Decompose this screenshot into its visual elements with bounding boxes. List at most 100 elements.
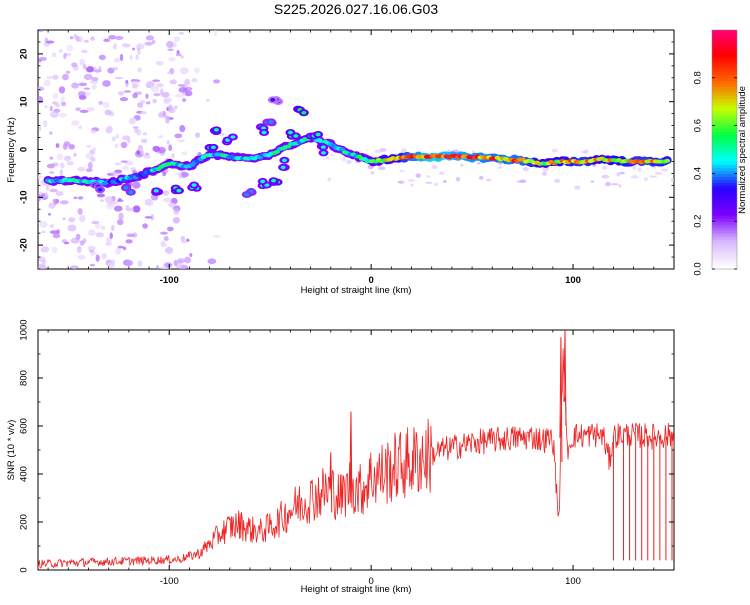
colorbar-segment — [712, 176, 737, 180]
noise-speck — [431, 165, 438, 170]
noise-speck — [41, 230, 46, 234]
noise-speck — [163, 190, 170, 196]
track-core — [281, 158, 287, 163]
noise-speck — [125, 239, 133, 244]
noise-speck — [542, 166, 549, 172]
noise-speck — [601, 174, 610, 179]
noise-speck — [85, 168, 93, 172]
track-core — [287, 130, 293, 135]
track-core — [261, 130, 267, 135]
noise-speck — [43, 79, 51, 87]
colorbar-segment — [712, 86, 737, 91]
noise-speck — [610, 183, 619, 186]
noise-speck — [40, 246, 50, 253]
colorbar-segment — [712, 65, 737, 70]
colorbar-segment — [712, 263, 737, 267]
noise-speck — [128, 117, 137, 125]
colorbar-segment — [712, 53, 737, 58]
snr-spike — [563, 330, 567, 427]
colorbar-segment — [712, 95, 737, 100]
noise-speck — [177, 258, 186, 264]
noise-speck — [114, 35, 124, 41]
noise-speck — [113, 205, 123, 212]
noise-speck — [175, 53, 182, 57]
noise-speck — [131, 47, 136, 51]
noise-speck — [551, 148, 558, 153]
track-core — [153, 189, 159, 193]
noise-speck — [207, 258, 217, 265]
colorbar-segment — [712, 251, 737, 255]
track-core — [128, 190, 134, 194]
noise-speck — [172, 216, 180, 224]
noise-speck — [96, 193, 106, 198]
noise-speck — [165, 116, 170, 124]
noise-speck — [79, 36, 83, 43]
noise-speck — [149, 199, 154, 207]
noise-speck — [205, 98, 210, 102]
track-core — [271, 178, 277, 183]
track-core — [97, 187, 103, 192]
noise-speck — [179, 67, 189, 75]
colorbar-segment — [712, 164, 737, 168]
noise-speck — [90, 36, 95, 41]
colorbar-segment — [712, 35, 737, 40]
noise-speck — [164, 246, 174, 254]
track-core — [293, 134, 299, 138]
colorbar-segment — [712, 242, 737, 246]
snr-x-tick-label: 100 — [565, 576, 581, 587]
noise-speck — [49, 105, 53, 112]
colorbar-segment — [712, 44, 737, 49]
noise-speck — [399, 169, 406, 172]
noise-speck — [79, 240, 85, 246]
track-core — [123, 186, 129, 190]
noise-speck — [51, 246, 58, 253]
noise-speck — [115, 248, 122, 255]
noise-speck — [119, 97, 129, 102]
noise-speck — [132, 232, 138, 238]
noise-speck — [108, 35, 116, 40]
colorbar-segment — [712, 257, 737, 261]
noise-speck — [122, 165, 129, 171]
noise-speck — [49, 171, 55, 175]
snr-frame — [37, 329, 675, 571]
noise-speck — [95, 223, 101, 230]
noise-speck — [77, 166, 86, 172]
noise-speck — [655, 171, 663, 175]
noise-speck — [38, 59, 42, 63]
noise-speck — [178, 87, 188, 93]
noise-speck — [442, 179, 447, 183]
spectrogram-y-tick-label: 10 — [19, 96, 30, 107]
noise-speck — [144, 216, 153, 219]
noise-speck — [68, 143, 76, 150]
colorbar-segment — [712, 170, 737, 174]
noise-speck — [145, 35, 154, 41]
colorbar-segment — [712, 47, 737, 52]
noise-speck — [194, 132, 201, 138]
spectrogram-x-tick-label: 100 — [565, 275, 581, 286]
noise-speck — [156, 83, 164, 88]
colorbar-tick-label: 0.0 — [693, 262, 704, 275]
noise-speck — [180, 265, 189, 269]
noise-speck — [78, 125, 82, 130]
noise-speck — [102, 80, 111, 87]
noise-speck — [167, 48, 174, 51]
noise-speck — [62, 73, 69, 81]
colorbar-segment — [712, 260, 737, 264]
noise-speck — [498, 166, 503, 169]
noise-speck — [49, 188, 58, 193]
noise-speck — [522, 167, 529, 172]
noise-speck — [580, 151, 587, 154]
noise-speck — [69, 265, 79, 269]
noise-speck — [152, 145, 160, 152]
noise-speck — [181, 151, 188, 156]
noise-speck — [166, 226, 174, 232]
noise-speck — [167, 71, 171, 75]
noise-speck — [66, 44, 74, 52]
noise-speck — [327, 177, 332, 182]
noise-speck — [38, 263, 47, 269]
colorbar-segment — [712, 38, 737, 43]
colorbar-segment — [712, 254, 737, 258]
noise-speck — [174, 93, 184, 98]
colorbar-tick-label: 0.4 — [693, 167, 704, 180]
